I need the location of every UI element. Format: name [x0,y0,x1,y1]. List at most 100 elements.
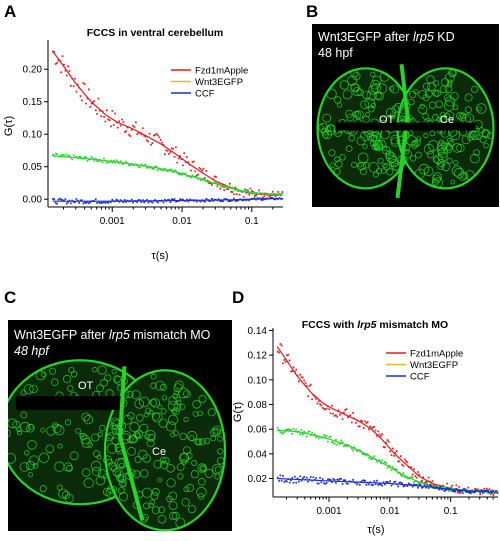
chart-d-point [492,494,495,496]
tissue-cell [326,88,337,100]
chart-d-point [317,400,320,403]
chart-d-point [380,483,382,486]
tissue-cell [27,440,37,450]
chart-a-point [172,198,175,201]
tissue-cell [374,143,381,149]
tissue-cell [32,463,39,469]
chart-a-point [58,197,61,200]
tissue-cell [181,498,190,507]
chart-d-point [417,471,419,473]
chart-d-ylabel: G(τ) [232,402,244,422]
tissue-cell [103,473,109,479]
chart-d-point [382,481,385,484]
chart-a-point [107,202,110,204]
tissue-cell [196,486,207,498]
chart-d-point [459,492,462,494]
tissue-cell [352,86,362,97]
chart-a-point [262,198,264,201]
tissue-cell [62,490,71,499]
tissue-cell [97,431,104,437]
chart-a-point [194,175,197,178]
tissue-cell [49,367,57,375]
chart-a-point [238,193,241,196]
chart-d-point [350,421,353,424]
tissue-cell [168,396,177,405]
chart-d-point [391,466,394,468]
chart-a-point [82,202,85,205]
tissue-cell [360,168,367,175]
chart-a-point [235,193,238,195]
chart-a-point [130,198,133,201]
chart-d-point [407,482,410,485]
chart-d-point [406,477,409,480]
tissue-cell [180,452,189,462]
chart-d-point [298,380,300,383]
chart-a-point [75,156,78,158]
chart-a-point [103,201,105,203]
chart-a-point [220,200,223,202]
chart-d-point [385,441,388,444]
chart-d-point [446,482,448,485]
chart-d-point [337,409,340,412]
tissue-cell [81,468,91,477]
chart-d-point [292,481,295,484]
chart-d-point [399,481,402,484]
chart-a-point [199,200,202,203]
chart-d-point [290,429,292,431]
chart-d-point [389,480,392,483]
tissue-cell [39,485,47,493]
tissue-cell [167,414,179,425]
chart-d-ytick-label: 0.10 [248,375,268,386]
tissue-cell [134,455,142,463]
chart-a-point [96,160,98,162]
chart-a-point [269,195,271,198]
chart-d-point [386,480,389,483]
tissue-cell [334,156,341,163]
tissue-cell [65,464,73,472]
chart-d-point [456,491,459,494]
chart-d-point [448,490,451,492]
tissue-cell [129,434,138,444]
chart-a-point [224,198,227,200]
chart-d-point [458,486,460,488]
chart-d-point [343,411,345,414]
chart-d-point [296,477,299,480]
chart-d-point [282,362,284,365]
chart-a-point [139,199,141,202]
tissue-cell [423,143,435,155]
chart-a-point [92,101,94,104]
chart-a-point [215,182,217,185]
chart-d-point [470,491,472,493]
chart-a-point [93,160,96,162]
chart-d-point [433,487,435,490]
chart-a-point [226,184,228,187]
tissue-cell [410,141,419,149]
chart-a-point [89,106,92,108]
chart-d-point [286,354,288,357]
chart-d-point [474,488,476,490]
chart-d-point [475,489,478,492]
tissue-cell [479,136,487,144]
chart-d-point [435,487,438,490]
chart-a-point [275,193,278,196]
chart-d-point [344,409,347,411]
chart-a-point [219,200,222,203]
tissue-cell [345,145,353,152]
chart-a-point [179,173,181,176]
tissue-cell [57,443,63,449]
chart-d-legend-label: Fzd1mApple [410,349,463,360]
chart-a-point [108,161,111,164]
chart-a-point [123,131,126,134]
chart-d-point [406,461,409,464]
tissue-cell [445,111,455,121]
chart-d-point [353,446,356,448]
chart-d-point [365,422,368,425]
chart-d-point [280,432,283,435]
chart-d-point [467,486,470,489]
chart-d-point [288,481,291,484]
panel-letter-d: D [232,288,245,307]
tissue-network [8,359,227,531]
chart-a-point [198,167,201,169]
chart-a-point [78,155,81,158]
chart-d-point [368,483,370,486]
